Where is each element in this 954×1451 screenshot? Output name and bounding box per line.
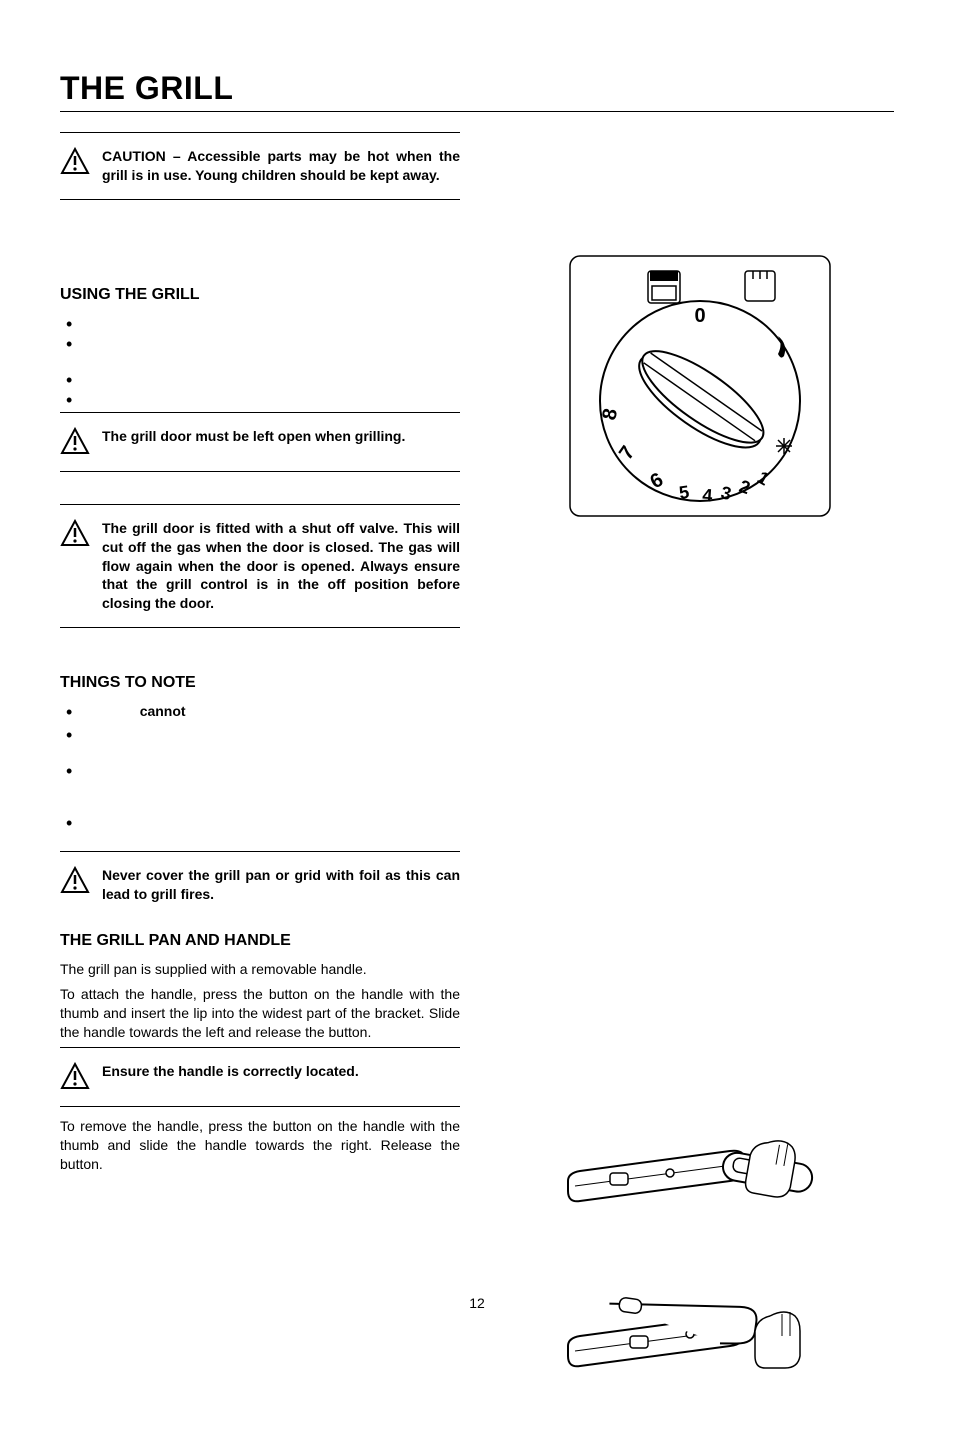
divider <box>60 199 460 200</box>
using-grill-list <box>60 314 460 406</box>
list-item <box>60 334 460 366</box>
heading-things-to-note: THINGS TO NOTE <box>60 674 460 692</box>
heading-grill-pan-handle: THE GRILL PAN AND HANDLE <box>60 932 460 950</box>
warning-text: Ensure the handle is correctly located. <box>102 1062 359 1081</box>
warning-icon <box>60 519 90 549</box>
warning-door-open: The grill door must be left open when gr… <box>60 419 460 465</box>
right-column: 0 1 2 3 4 5 6 7 8 <box>520 126 894 1411</box>
list-item <box>60 761 460 809</box>
warning-text: CAUTION – Accessible parts may be hot wh… <box>102 147 460 185</box>
list-item: The grill cannot <box>60 702 460 721</box>
svg-text:5: 5 <box>678 482 691 503</box>
heading-using-grill: USING THE GRILL <box>60 286 460 304</box>
warning-handle-located: Ensure the handle is correctly located. <box>60 1054 460 1100</box>
page-title: THE GRILL <box>60 70 894 112</box>
divider <box>60 1047 460 1048</box>
body-text: To attach the handle, press the button o… <box>60 985 460 1042</box>
warning-caution-hot: CAUTION – Accessible parts may be hot wh… <box>60 139 460 193</box>
divider <box>60 1106 460 1107</box>
divider <box>60 471 460 472</box>
page-number: 12 <box>0 1295 954 1311</box>
handle-remove-diagram <box>520 1256 840 1406</box>
list-item <box>60 725 460 757</box>
warning-text: Never cover the grill pan or grid with f… <box>102 866 460 904</box>
divider <box>60 851 460 852</box>
svg-text:3: 3 <box>719 482 733 504</box>
svg-text:6: 6 <box>647 469 668 494</box>
divider <box>60 132 460 133</box>
warning-never-cover: Never cover the grill pan or grid with f… <box>60 858 460 912</box>
divider <box>60 412 460 413</box>
body-text: The grill pan is supplied with a removab… <box>60 960 460 979</box>
warning-text: The grill door is fitted with a shut off… <box>102 519 460 613</box>
dial-number-0: 0 <box>694 305 705 327</box>
list-item <box>60 370 460 386</box>
warning-icon <box>60 1062 90 1092</box>
divider <box>60 627 460 628</box>
list-item <box>60 314 460 330</box>
list-item <box>60 813 460 845</box>
control-dial-diagram: 0 1 2 3 4 5 6 7 8 <box>560 246 840 526</box>
warning-icon <box>60 427 90 457</box>
body-text: To remove the handle, press the button o… <box>60 1117 460 1174</box>
warning-shut-off-valve: The grill door is fitted with a shut off… <box>60 511 460 621</box>
things-to-note-list: The grill cannot <box>60 702 460 845</box>
warning-icon <box>60 147 90 177</box>
left-column: CAUTION – Accessible parts may be hot wh… <box>60 126 460 1411</box>
warning-text: The grill door must be left open when gr… <box>102 427 405 446</box>
handle-attach-diagram <box>520 1111 840 1241</box>
list-item <box>60 390 460 406</box>
divider <box>60 504 460 505</box>
warning-icon <box>60 866 90 896</box>
svg-text:1: 1 <box>754 467 773 489</box>
svg-text:4: 4 <box>702 485 713 506</box>
